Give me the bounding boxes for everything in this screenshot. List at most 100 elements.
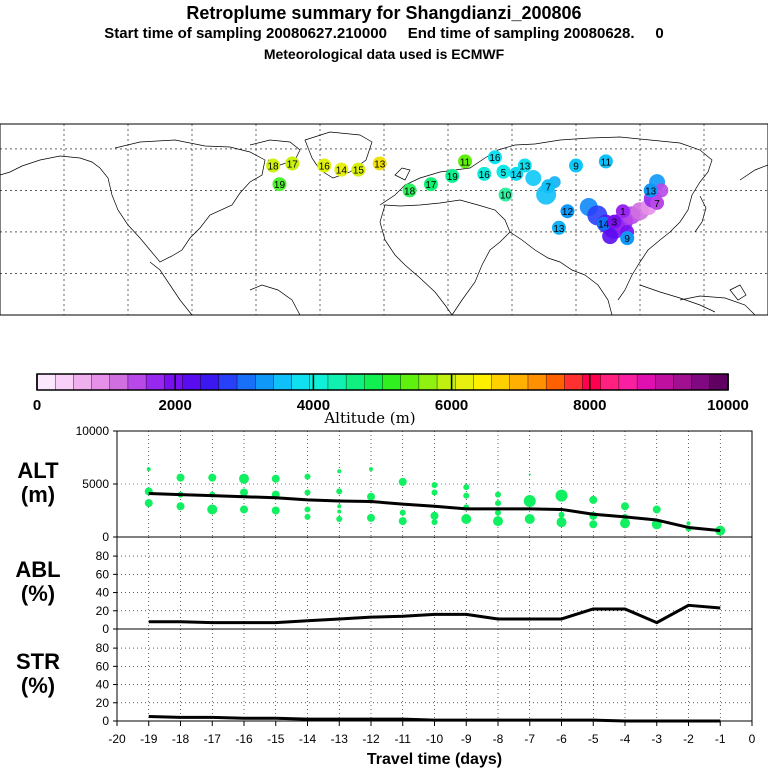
colorbar-tick-label: 8000 [573,397,606,414]
altitude-point [240,505,248,514]
plume-label: 14 [598,220,610,231]
colorbar-cell [164,373,184,391]
plume-label: 13 [519,162,531,173]
plume-label: 16 [319,162,331,173]
colorbar-cell [436,373,456,391]
y-tick-label: 40 [96,678,110,692]
colorbar-cell [36,373,56,391]
y-tick-label: 60 [96,567,110,581]
sampling-times: Start time of sampling 20080627.210000 E… [104,25,664,42]
y-tick-label: 60 [96,659,110,673]
plume-label: 18 [404,186,416,197]
colorbar-cell [327,373,347,391]
plume-label: 7 [654,199,660,210]
x-axis-label: Travel time (days) [367,751,502,768]
altitude-point [207,504,218,515]
altitude-point [523,494,536,507]
y-tick-label: 20 [96,604,110,618]
colorbar-tick-label: 2000 [159,397,192,414]
x-tick-label: -3 [651,732,662,746]
colorbar-cell [345,373,366,391]
plume-label: 12 [562,207,574,218]
altitude-point [431,482,438,489]
altitude-point [461,513,472,524]
colorbar-tick-label: 10000 [707,397,749,414]
plume-dot [285,156,300,171]
plume-label: 17 [425,180,437,191]
colorbar-cell [691,373,711,391]
colorbar-cell [509,373,529,391]
x-tick-label: -16 [235,732,253,746]
altitude-point [337,469,342,474]
plume-label: 16 [479,170,491,181]
x-tick-label: -5 [588,732,599,746]
x-tick-label: -4 [620,732,631,746]
plume-dot [445,168,460,183]
plume-label: 9 [624,234,630,245]
altitude-point [463,492,470,499]
plume-label: 1 [620,207,626,218]
colorbar-cell [91,373,111,391]
plume-dot [598,154,613,169]
panel-ylabel: ABL [15,557,60,582]
altitude-point [399,509,406,516]
colorbar-cell [54,373,75,391]
altitude-point [495,500,501,507]
plume-dot [402,183,417,198]
altitude-point [556,517,567,528]
plume-label: 7 [545,182,551,193]
colorbar-cell [109,373,129,391]
plume-dot [266,158,281,173]
altitude-point [336,515,343,522]
plume-dot [496,164,511,179]
y-tick-label: 40 [96,586,110,600]
altitude-point [239,473,249,484]
altitude-point [524,513,535,524]
colorbar-cell [382,373,402,391]
altitude-point [208,473,217,482]
x-tick-label: -17 [204,732,222,746]
plume-blob [525,169,542,186]
altitude-point [271,474,280,483]
altitude-point [146,467,151,472]
altitude-point [398,517,407,526]
y-tick-label: 5000 [82,477,109,491]
colorbar-cell [545,373,566,391]
colorbar-cell [564,373,584,391]
plume-label: 19 [274,180,286,191]
plume-dot [551,220,566,235]
altitude-point [398,477,407,486]
plume-dot [560,204,575,219]
altitude-point [620,518,630,529]
plume-dot [607,214,622,229]
altitude-point [495,509,501,516]
y-tick-label: 0 [102,714,109,728]
altitude-point [304,489,311,496]
x-tick-label: -9 [461,732,472,746]
altitude-point [493,516,503,527]
x-tick-label: 0 [749,732,756,746]
panel-ylabel: (%) [21,581,55,606]
altitude-point [336,488,343,495]
plume-dot [596,216,611,231]
colorbar-cell [709,373,729,391]
altitude-point [304,506,311,513]
plume-dot [272,177,287,192]
altitude-point [589,495,598,504]
plume-label: 19 [447,172,459,183]
plume-label: 17 [287,159,299,170]
altitude-point [589,520,598,529]
x-tick-label: -2 [683,732,694,746]
colorbar-cell [273,373,293,391]
altitude-point [144,499,153,508]
altitude-point [431,519,438,526]
y-tick-label: 20 [96,696,110,710]
plume-dot [517,158,532,173]
plume-label: 10 [500,191,512,202]
plume-dot [423,177,438,192]
colorbar-cell [673,373,693,391]
colorbar-cell [200,373,220,391]
colorbar-cell [309,373,329,391]
